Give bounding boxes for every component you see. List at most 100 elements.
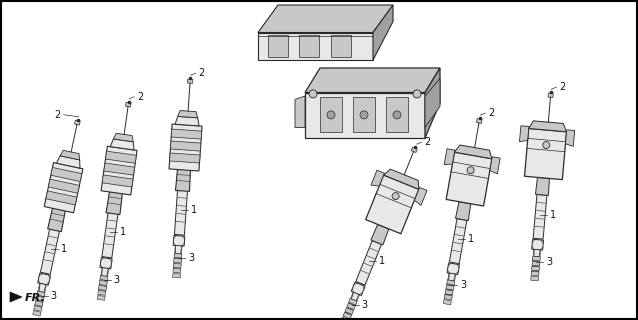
Polygon shape	[533, 257, 540, 261]
Polygon shape	[40, 281, 47, 286]
Polygon shape	[353, 97, 375, 132]
Text: 1: 1	[550, 210, 556, 220]
Polygon shape	[444, 149, 455, 164]
Polygon shape	[305, 68, 440, 92]
Polygon shape	[51, 167, 82, 181]
Polygon shape	[173, 274, 181, 278]
Polygon shape	[100, 275, 108, 279]
Polygon shape	[60, 150, 80, 160]
Polygon shape	[106, 191, 122, 215]
Polygon shape	[535, 177, 549, 196]
Polygon shape	[343, 312, 352, 319]
Polygon shape	[37, 291, 45, 297]
Polygon shape	[175, 244, 182, 247]
Polygon shape	[565, 130, 575, 147]
Polygon shape	[97, 295, 105, 300]
Polygon shape	[320, 97, 342, 132]
Circle shape	[309, 90, 317, 98]
Polygon shape	[100, 279, 107, 284]
Circle shape	[413, 90, 421, 98]
Polygon shape	[173, 236, 185, 246]
Polygon shape	[102, 261, 110, 266]
Polygon shape	[414, 188, 427, 205]
Text: 3: 3	[188, 253, 194, 263]
Polygon shape	[532, 266, 539, 270]
Polygon shape	[531, 271, 539, 276]
Polygon shape	[444, 295, 452, 300]
Text: 3: 3	[50, 291, 57, 301]
Polygon shape	[36, 294, 44, 300]
Polygon shape	[174, 259, 182, 263]
Polygon shape	[110, 139, 134, 150]
Text: 2: 2	[488, 108, 494, 118]
Polygon shape	[101, 266, 109, 270]
Text: 1: 1	[61, 244, 67, 254]
Polygon shape	[532, 261, 540, 266]
Polygon shape	[533, 256, 540, 261]
Polygon shape	[356, 241, 382, 285]
Polygon shape	[188, 79, 193, 83]
Circle shape	[393, 111, 401, 119]
Polygon shape	[532, 262, 540, 266]
Polygon shape	[345, 308, 353, 314]
Polygon shape	[177, 110, 198, 118]
Polygon shape	[344, 312, 352, 318]
Polygon shape	[39, 284, 46, 292]
Polygon shape	[34, 306, 42, 311]
Polygon shape	[170, 153, 200, 163]
Polygon shape	[341, 317, 350, 320]
Polygon shape	[533, 253, 540, 257]
Polygon shape	[102, 212, 118, 258]
Polygon shape	[443, 300, 452, 305]
Polygon shape	[349, 300, 357, 305]
Polygon shape	[34, 303, 42, 308]
Circle shape	[327, 111, 335, 119]
Polygon shape	[534, 249, 540, 257]
Polygon shape	[36, 299, 43, 304]
Polygon shape	[101, 146, 137, 195]
Polygon shape	[533, 195, 547, 239]
Text: FR.: FR.	[25, 293, 46, 303]
Polygon shape	[350, 295, 358, 301]
Polygon shape	[449, 268, 457, 272]
Polygon shape	[171, 129, 202, 139]
Polygon shape	[38, 286, 46, 291]
Polygon shape	[347, 304, 355, 309]
Polygon shape	[371, 224, 389, 245]
Text: 1: 1	[191, 205, 197, 215]
Polygon shape	[373, 5, 393, 60]
Text: 2: 2	[137, 92, 144, 102]
Polygon shape	[114, 133, 133, 142]
Polygon shape	[75, 120, 80, 125]
Text: 3: 3	[114, 275, 120, 285]
Polygon shape	[351, 282, 365, 295]
Polygon shape	[295, 96, 305, 127]
Polygon shape	[352, 292, 359, 301]
Polygon shape	[35, 301, 43, 306]
Polygon shape	[174, 266, 181, 270]
Text: 2: 2	[425, 137, 431, 147]
Text: 2: 2	[559, 82, 565, 92]
Polygon shape	[175, 239, 182, 243]
Polygon shape	[531, 239, 544, 250]
Polygon shape	[445, 294, 452, 299]
Polygon shape	[174, 263, 181, 268]
Polygon shape	[126, 102, 131, 107]
Text: 3: 3	[362, 300, 368, 309]
Polygon shape	[448, 276, 455, 281]
Circle shape	[360, 111, 368, 119]
Text: 2: 2	[198, 68, 205, 78]
Polygon shape	[102, 175, 133, 187]
Text: 1: 1	[380, 256, 385, 266]
Polygon shape	[534, 244, 541, 248]
Polygon shape	[519, 126, 529, 142]
Polygon shape	[10, 292, 22, 302]
Polygon shape	[38, 290, 45, 295]
Polygon shape	[548, 93, 553, 98]
Polygon shape	[174, 189, 188, 235]
Polygon shape	[446, 152, 492, 206]
Text: 2: 2	[54, 110, 61, 120]
Polygon shape	[99, 284, 107, 288]
Polygon shape	[454, 145, 492, 159]
Polygon shape	[105, 151, 137, 163]
